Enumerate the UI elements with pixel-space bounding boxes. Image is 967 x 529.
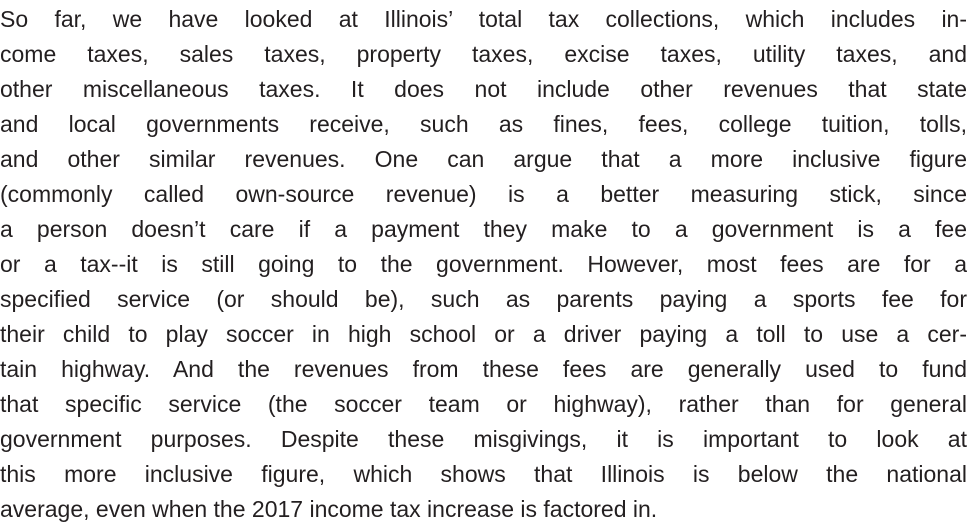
text-line: their child to play soccer in high schoo… bbox=[0, 321, 967, 347]
text-line: come taxes, sales taxes, property taxes,… bbox=[0, 41, 967, 67]
text-line: government purposes. Despite these misgi… bbox=[0, 426, 967, 452]
text-line: and other similar revenues. One can argu… bbox=[0, 146, 967, 172]
text-line: this more inclusive figure, which shows … bbox=[0, 461, 967, 487]
text-line: other miscellaneous taxes. It does not i… bbox=[0, 76, 967, 102]
text-line: that specific service (the soccer team o… bbox=[0, 391, 967, 417]
text-line: So far, we have looked at Illinois’ tota… bbox=[0, 6, 967, 32]
text-line: or a tax--it is still going to the gover… bbox=[0, 251, 967, 277]
text-line: average, even when the 2017 income tax i… bbox=[0, 496, 658, 522]
text-line: and local governments receive, such as f… bbox=[0, 111, 967, 137]
text-line: tain highway. And the revenues from thes… bbox=[0, 356, 967, 382]
text-line: (commonly called own-source revenue) is … bbox=[0, 181, 967, 207]
text-line: a person doesn’t care if a payment they … bbox=[0, 216, 967, 242]
text-line: specified service (or should be), such a… bbox=[0, 286, 967, 312]
